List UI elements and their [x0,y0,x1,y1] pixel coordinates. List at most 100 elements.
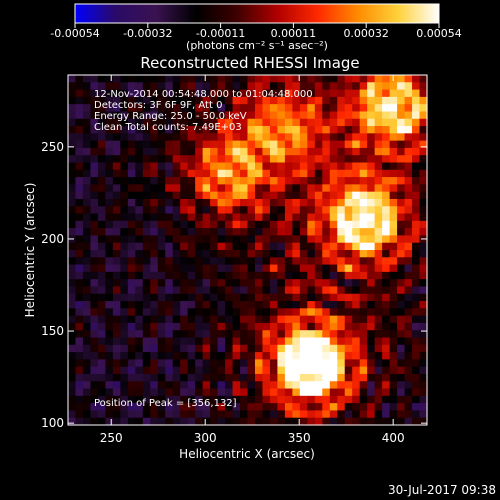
heatmap-cell [97,75,106,83]
heatmap-cell [120,381,129,390]
heatmap-cell [404,104,413,113]
heatmap-cell [150,89,159,98]
heatmap-cell [217,279,226,288]
heatmap-cell [187,147,196,156]
heatmap-cell [97,366,106,375]
heatmap-cell [187,198,196,207]
heatmap-cell [180,257,189,266]
heatmap-cell [397,337,406,346]
heatmap-cell [389,264,398,273]
heatmap-cell [172,89,181,98]
heatmap-cell [202,235,211,244]
heatmap-cell [210,104,219,113]
heatmap-cell [217,82,226,91]
heatmap-cell [135,308,144,317]
heatmap-cell [90,330,99,339]
heatmap-cell [97,359,106,368]
heatmap-cell [90,147,99,156]
heatmap-cell [299,264,308,273]
heatmap-cell [157,337,166,346]
heatmap-cell [135,352,144,360]
heatmap-cell [374,162,383,171]
heatmap-cell [247,417,256,426]
heatmap-cell [172,82,181,91]
heatmap-cell [172,177,181,185]
heatmap-cell [120,228,129,237]
heatmap-cell [120,111,129,120]
heatmap-cell [359,344,368,353]
heatmap-cell [299,403,308,412]
heatmap-cell [210,315,219,324]
heatmap-cell [247,177,256,185]
heatmap-cell [202,155,211,164]
heatmap-cell [314,250,323,258]
heatmap-cell [210,417,219,426]
heatmap-cell [195,250,204,258]
heatmap-cell [367,366,376,375]
heatmap-cell [374,410,383,419]
heatmap-cell [359,330,368,339]
heatmap-cell [172,213,181,222]
annotation-line: Energy Range: 25.0 - 50.0 keV [94,111,247,122]
heatmap-cell [397,293,406,302]
heatmap-cell [90,264,99,273]
heatmap-cell [172,220,181,229]
heatmap-cell [247,191,256,200]
heatmap-cell [262,417,271,426]
heatmap-cell [367,228,376,237]
heatmap-cell [225,184,234,193]
heatmap-cell [284,344,293,353]
heatmap-cell [262,271,271,280]
heatmap-cell [322,213,331,222]
heatmap-cell [404,381,413,390]
heatmap-cell [105,322,114,331]
y-tick-label: 100 [41,416,64,430]
heatmap-cell [412,403,421,412]
heatmap-cell [127,271,136,280]
heatmap-cell [142,257,151,266]
heatmap-cell [195,330,204,339]
heatmap-cell [262,381,271,390]
heatmap-cell [284,293,293,302]
heatmap-cell [344,373,353,382]
heatmap-cell [195,403,204,412]
heatmap-cell [329,228,338,237]
heatmap-cell [337,410,346,419]
heatmap-cell [344,264,353,273]
heatmap-cell [359,257,368,266]
heatmap-cell [105,395,114,404]
heatmap-cell [389,271,398,280]
heatmap-cell [382,242,391,251]
heatmap-cell [120,293,129,302]
heatmap-cell [90,104,99,113]
heatmap-cell [180,184,189,193]
heatmap-cell [382,206,391,215]
heatmap-cell [195,308,204,317]
heatmap-cell [397,162,406,171]
heatmap-cell [412,213,421,222]
heatmap-cell [269,293,279,302]
heatmap-cell [217,169,226,178]
annotation-line: 12-Nov-2014 00:54:48.000 to 01:04:48.000 [94,89,313,100]
heatmap-cell [217,96,226,105]
heatmap-cell [389,388,398,397]
heatmap-cell [397,250,406,258]
heatmap-cell [352,89,361,98]
heatmap-cell [210,155,219,164]
heatmap-cell [374,184,383,193]
heatmap-cell [157,381,166,390]
heatmap-cell [217,344,226,353]
heatmap-cell [299,126,308,134]
heatmap-cell [68,301,77,309]
heatmap-cell [419,111,428,120]
heatmap-cell [105,381,114,390]
heatmap-cell [75,235,84,244]
heatmap-cell [180,198,189,207]
heatmap-cell [299,330,308,339]
heatmap-cell [352,133,361,142]
heatmap-cell [374,279,383,288]
heatmap-cell [337,286,346,295]
heatmap-cell [419,403,428,412]
heatmap-cell [225,337,234,346]
heatmap-cell [187,75,196,83]
